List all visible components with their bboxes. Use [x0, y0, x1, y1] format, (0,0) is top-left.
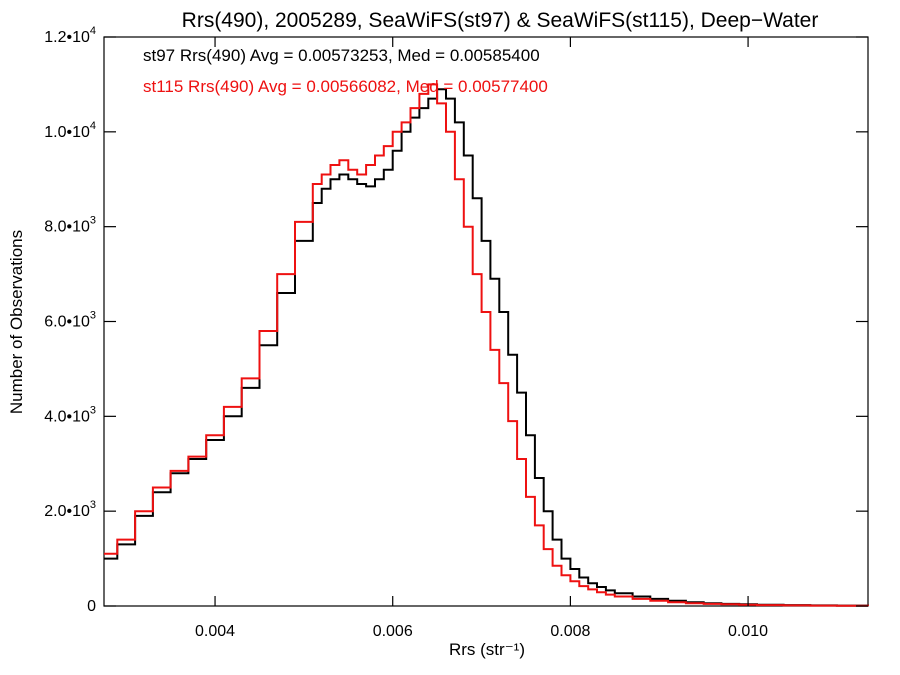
series-line-st115 [104, 83, 869, 607]
y-tick-label: 1.0•104 [44, 120, 96, 141]
x-axis: 0.004 0.006 0.008 0.010 [195, 37, 768, 640]
x-axis-label: Rrs (str⁻¹) [449, 640, 525, 659]
y-axis-label: Number of Observations [7, 230, 26, 414]
annotation-st97-stats: st97 Rrs(490) Avg = 0.00573253, Med = 0.… [143, 46, 540, 65]
x-tick-label: 0.010 [728, 623, 768, 640]
series-line-st97 [104, 88, 869, 607]
y-tick-label: 6.0•103 [44, 310, 96, 331]
y-tick-label: 4.0•103 [44, 404, 96, 425]
x-tick-label: 0.004 [195, 623, 235, 640]
y-tick-label: 8.0•103 [44, 215, 96, 236]
annotation-st115-stats: st115 Rrs(490) Avg = 0.00566082, Med = 0… [143, 77, 548, 96]
series-layer [104, 83, 869, 607]
y-tick-label: 1.2•104 [44, 25, 96, 46]
y-axis: 0 2.0•103 4.0•103 6.0•103 8.0•103 1.0•104 1.2•… [44, 25, 868, 615]
y-tick-label: 0 [87, 598, 96, 615]
plot-frame [103, 36, 869, 607]
x-tick-label: 0.006 [373, 623, 413, 640]
chart-title: Rrs(490), 2005289, SeaWiFS(st97) & SeaWi… [182, 9, 819, 32]
y-tick-label: 2.0•103 [44, 499, 96, 520]
x-tick-label: 0.008 [550, 623, 590, 640]
